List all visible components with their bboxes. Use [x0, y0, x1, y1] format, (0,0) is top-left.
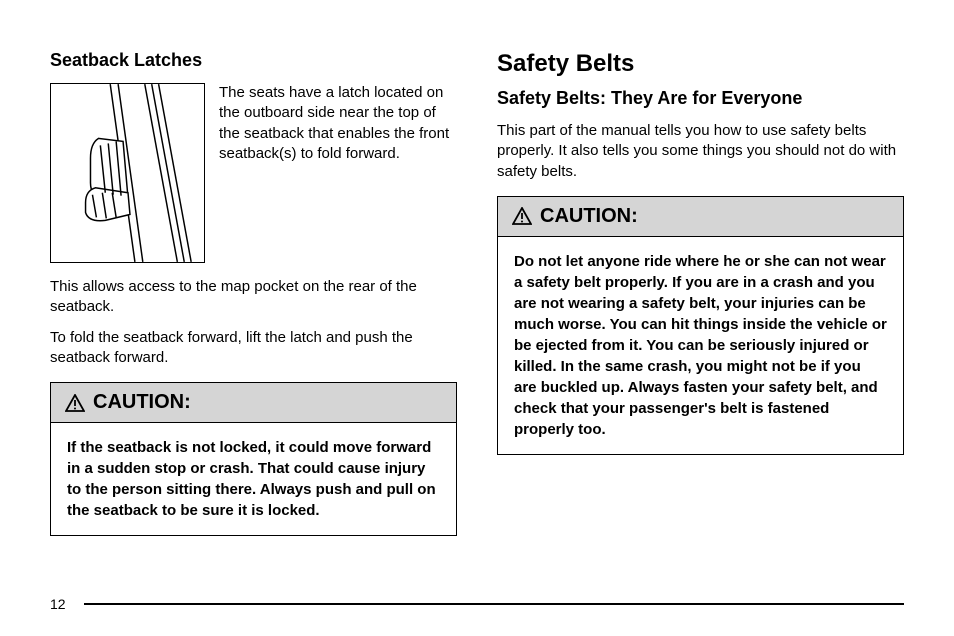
right-caution-box: CAUTION: Do not let anyone ride where he…	[497, 196, 904, 455]
page-columns: Seatback Latches	[50, 50, 904, 580]
figure-caption: The seats have a latch located on the ou…	[219, 83, 457, 263]
left-column: Seatback Latches	[50, 50, 457, 580]
latch-svg	[51, 83, 204, 263]
left-para-1: This allows access to the map pocket on …	[50, 277, 457, 318]
warning-triangle-icon	[512, 207, 532, 225]
seatback-latches-heading: Seatback Latches	[50, 50, 457, 71]
right-caution-label: CAUTION:	[540, 205, 638, 228]
footer-rule	[84, 603, 904, 605]
warning-triangle-icon	[65, 394, 85, 412]
page-footer: 12	[50, 596, 904, 612]
left-caution-header: CAUTION:	[51, 383, 456, 423]
left-caution-box: CAUTION: If the seatback is not locked, …	[50, 382, 457, 536]
right-para-1: This part of the manual tells you how to…	[497, 121, 904, 182]
left-caution-body: If the seatback is not locked, it could …	[51, 423, 456, 535]
page-number: 12	[50, 596, 66, 612]
right-caution-body: Do not let anyone ride where he or she c…	[498, 237, 903, 454]
safety-belts-major-heading: Safety Belts	[497, 50, 904, 78]
left-caution-label: CAUTION:	[93, 391, 191, 414]
safety-belts-subheading: Safety Belts: They Are for Everyone	[497, 88, 904, 109]
right-caution-header: CAUTION:	[498, 197, 903, 237]
seatback-latch-illustration	[50, 83, 205, 263]
right-column: Safety Belts Safety Belts: They Are for …	[497, 50, 904, 580]
left-para-2: To fold the seatback forward, lift the l…	[50, 328, 457, 369]
figure-row: The seats have a latch located on the ou…	[50, 83, 457, 263]
